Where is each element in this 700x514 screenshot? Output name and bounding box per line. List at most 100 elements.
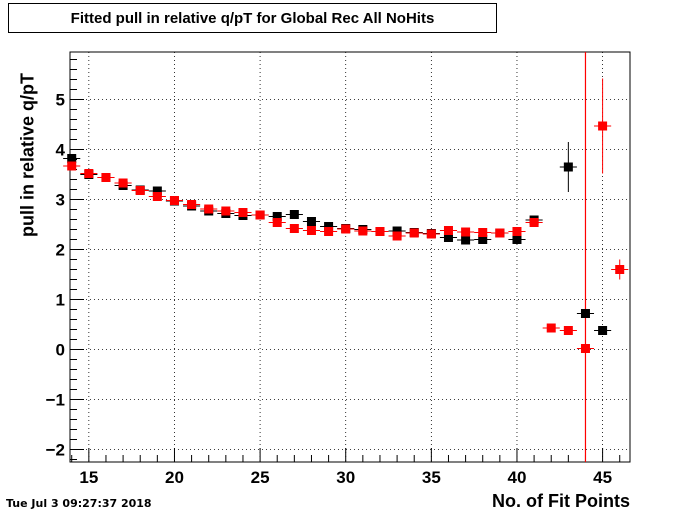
x-tick-label: 40 (508, 468, 527, 487)
point-marker (563, 326, 573, 335)
data-point (474, 228, 492, 237)
chart-title: Fitted pull in relative q/pT for Global … (8, 3, 497, 33)
y-tick-label: 4 (56, 141, 66, 160)
data-point (525, 218, 543, 227)
data-point (594, 326, 612, 335)
point-marker (615, 265, 625, 274)
point-marker (512, 235, 522, 244)
point-marker (289, 210, 299, 219)
point-marker (272, 218, 282, 227)
point-marker (358, 226, 368, 236)
data-point (611, 259, 629, 280)
data-point (200, 204, 218, 214)
data-point (217, 206, 235, 216)
point-marker (187, 200, 197, 209)
point-marker (204, 204, 214, 214)
point-marker (392, 226, 402, 236)
x-tick-label: 20 (165, 468, 184, 487)
point-marker (272, 212, 282, 221)
plot-frame (69, 51, 631, 463)
data-point (491, 228, 509, 238)
data-point (371, 227, 389, 236)
data-point (439, 226, 458, 235)
point-marker (546, 323, 556, 333)
point-marker (169, 196, 179, 205)
point-marker (495, 228, 505, 238)
y-tick-label: −2 (46, 441, 65, 460)
data-point (165, 196, 184, 205)
data-point (576, 344, 595, 353)
point-marker (255, 210, 265, 220)
data-point (251, 210, 269, 220)
data-point (405, 228, 423, 238)
data-point (457, 235, 475, 245)
point-marker (443, 233, 453, 242)
x-tick-label: 25 (251, 468, 270, 487)
data-point (302, 217, 321, 226)
x-tick-label: 15 (79, 468, 98, 487)
data-point (131, 186, 149, 195)
point-marker (461, 235, 471, 245)
point-marker (392, 231, 402, 241)
data-point (285, 210, 303, 219)
point-marker (306, 226, 316, 235)
point-marker (101, 173, 111, 182)
data-point (114, 178, 132, 188)
point-marker (84, 169, 94, 178)
point-marker (238, 208, 248, 217)
point-marker (324, 222, 334, 231)
data-point (559, 326, 577, 335)
point-marker (341, 224, 351, 234)
data-point (302, 226, 321, 235)
data-point (508, 235, 526, 244)
point-marker (443, 226, 453, 235)
point-marker (512, 227, 522, 236)
data-point (183, 200, 201, 209)
point-marker (67, 161, 77, 171)
point-marker (152, 192, 162, 201)
point-marker (478, 235, 488, 244)
data-point (285, 224, 303, 233)
y-tick-label: 0 (56, 341, 65, 360)
y-tick-label: 3 (56, 191, 65, 210)
chart-title-text: Fitted pull in relative q/pT for Global … (70, 9, 435, 27)
data-point (97, 173, 115, 182)
point-marker (563, 162, 573, 172)
point-marker (375, 227, 385, 236)
point-marker (289, 224, 299, 233)
data-point (594, 78, 612, 174)
point-marker (461, 227, 471, 237)
point-marker (152, 186, 162, 196)
point-marker (580, 309, 590, 318)
x-tick-label: 35 (422, 468, 441, 487)
data-point (268, 218, 286, 227)
data-point (234, 208, 252, 217)
data-point (474, 235, 492, 244)
point-marker (324, 227, 334, 236)
x-tick-label: 30 (336, 468, 355, 487)
point-marker (598, 121, 608, 131)
point-marker (426, 229, 436, 239)
data-point (63, 161, 81, 171)
data-point (337, 224, 355, 234)
data-point (388, 231, 406, 241)
data-point (542, 323, 560, 333)
data-point (439, 233, 458, 242)
x-axis-label: No. of Fit Points (492, 491, 630, 511)
data-point (508, 227, 526, 236)
data-point (148, 192, 166, 201)
data-point (268, 212, 286, 221)
data-point (63, 154, 81, 163)
timestamp: Tue Jul 3 09:27:37 2018 (6, 497, 152, 510)
data-point (80, 169, 98, 178)
point-marker (598, 326, 608, 335)
grid (70, 52, 630, 462)
data-point (320, 227, 338, 236)
data-point (576, 309, 595, 318)
data-point (354, 226, 372, 236)
point-marker (135, 186, 145, 195)
point-marker (221, 206, 231, 216)
y-tick-label: 2 (56, 241, 65, 260)
y-tick-label: 5 (56, 91, 65, 110)
